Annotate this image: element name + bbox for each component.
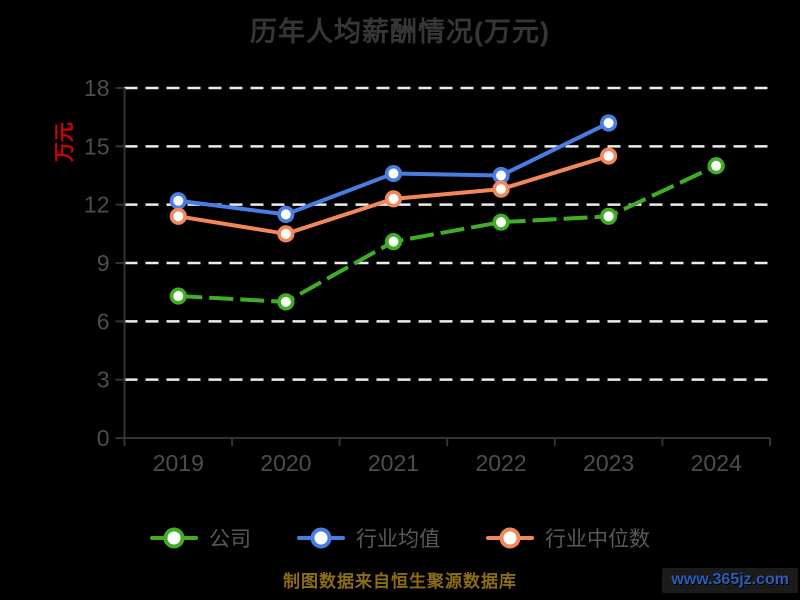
watermark-link[interactable]: www.365jz.com (662, 568, 798, 593)
legend-marker-icon (486, 527, 534, 549)
data-point-industry-mean-2021 (384, 164, 403, 183)
legend-marker-icon (297, 527, 345, 549)
legend-item-industry-mean: 行业均值 (297, 523, 440, 553)
legend-marker-icon (150, 527, 198, 549)
x-tick-label: 2023 (583, 450, 634, 476)
legend-dot (163, 527, 185, 549)
y-tick-label: 12 (84, 192, 110, 218)
data-point-industry-median-2019 (169, 207, 187, 225)
legend-dot (499, 527, 521, 549)
data-point-industry-median-2021 (384, 190, 403, 208)
y-tick-label: 18 (84, 75, 110, 101)
y-tick-label: 3 (97, 367, 110, 393)
data-point-company-2024 (707, 157, 725, 175)
y-tick-label: 6 (97, 308, 110, 334)
data-point-company-2021 (384, 233, 403, 251)
page-title: 历年人均薪酬情况(万元) (250, 17, 550, 47)
data-point-industry-median-2022 (492, 180, 510, 198)
data-point-company-2023 (600, 207, 618, 225)
source-note: 制图数据来自恒生聚源数据库 (283, 572, 517, 591)
y-tick-label: 15 (84, 133, 110, 159)
data-point-company-2022 (492, 213, 510, 231)
series-line-company (178, 163, 718, 304)
legend-dot (310, 527, 332, 549)
data-point-industry-mean-2023 (600, 114, 618, 132)
legend-item-company: 公司 (150, 523, 251, 553)
x-tick-label: 2019 (153, 450, 204, 476)
y-tick-label: 9 (97, 250, 110, 276)
data-point-industry-mean-2022 (492, 166, 510, 185)
data-point-industry-mean-2019 (169, 192, 187, 210)
legend-label: 行业均值 (356, 528, 440, 551)
data-point-industry-median-2020 (277, 225, 295, 243)
x-tick-label: 2022 (475, 450, 526, 476)
data-point-company-2019 (169, 287, 187, 305)
data-point-industry-median-2023 (600, 147, 618, 165)
legend-label: 行业中位数 (545, 528, 650, 551)
legend-item-industry-median: 行业中位数 (486, 523, 650, 553)
legend-label: 公司 (209, 528, 251, 551)
y-tick-label: 0 (97, 425, 110, 451)
data-point-company-2020 (277, 293, 295, 311)
data-point-industry-mean-2020 (277, 205, 295, 223)
x-tick-label: 2021 (368, 450, 419, 476)
x-tick-label: 2020 (260, 450, 311, 476)
legend: 公司 行业均值 行业中位数 (0, 518, 800, 558)
x-tick-label: 2024 (691, 450, 742, 476)
